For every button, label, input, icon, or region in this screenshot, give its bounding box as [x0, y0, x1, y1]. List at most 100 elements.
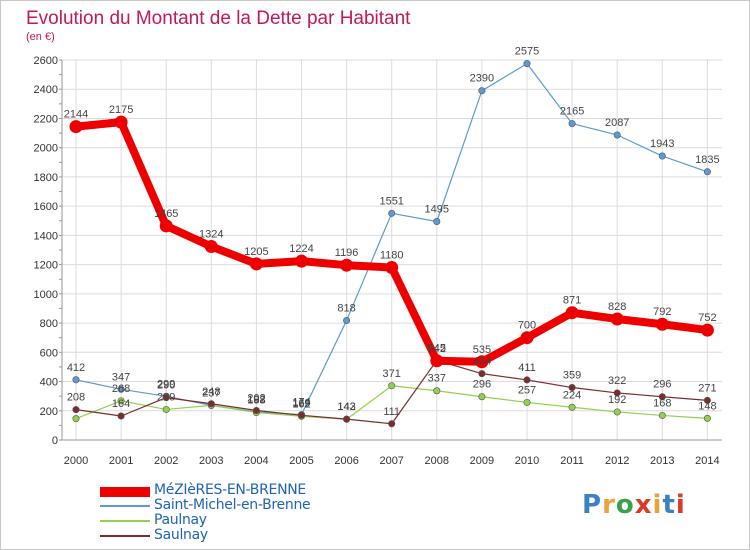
y-tick-label: 0: [52, 435, 58, 447]
series-lines: [69, 60, 714, 428]
data-label: 162: [292, 398, 310, 410]
data-label: 174: [292, 397, 310, 409]
data-label: 2175: [109, 104, 133, 116]
data-label: 1180: [380, 250, 404, 262]
data-label: 192: [608, 394, 626, 406]
data-point: [117, 412, 125, 420]
data-label: 290: [157, 380, 175, 392]
brand-letter: P: [582, 490, 603, 520]
y-tick-label: 1800: [34, 172, 58, 184]
data-point: [72, 415, 80, 423]
data-label: 2144: [64, 109, 88, 121]
data-label: 371: [383, 368, 401, 380]
data-label: 296: [473, 379, 491, 391]
data-point: [340, 258, 354, 272]
data-label: 700: [518, 320, 536, 332]
y-tick-label: 800: [40, 318, 58, 330]
data-label: 1205: [244, 246, 268, 258]
y-tick-label: 2600: [34, 55, 58, 67]
data-point: [613, 389, 621, 397]
legend-label: Saint-Michel-en-Brenne: [154, 497, 311, 513]
y-tick-label: 600: [40, 347, 58, 359]
data-point: [475, 355, 489, 369]
legend-label: Paulnay: [154, 512, 207, 528]
data-label: 224: [563, 389, 581, 401]
data-point: [703, 168, 711, 176]
axes: 0 200 400 600 800 1000 1200 1400 1600 1800 2000 220…: [34, 55, 722, 467]
data-point: [568, 403, 576, 411]
y-tick-label: 1600: [34, 201, 58, 213]
x-tick-label: 2012: [605, 455, 629, 467]
legend-label: MéZIèRES-EN-BRENNE: [154, 482, 306, 498]
data-label: 454: [473, 356, 491, 368]
data-point: [568, 384, 576, 392]
data-label: 411: [518, 362, 536, 374]
data-point: [297, 411, 305, 419]
legend-label: Saulnay: [154, 527, 208, 543]
x-tick-label: 2001: [109, 455, 133, 467]
data-label: 542: [428, 343, 446, 355]
data-point: [613, 131, 621, 139]
data-point: [388, 420, 396, 428]
data-label: 828: [608, 301, 626, 313]
data-point: [478, 370, 486, 378]
data-point: [433, 387, 441, 395]
data-point: [610, 312, 624, 326]
data-label: 1495: [425, 204, 449, 216]
data-point: [700, 323, 714, 337]
data-label: 545: [428, 342, 446, 354]
data-point: [565, 306, 579, 320]
data-point: [523, 376, 531, 384]
x-tick-label: 2014: [695, 455, 719, 467]
data-label: 169: [292, 397, 310, 409]
data-label: 299: [157, 378, 175, 390]
data-labels: 2144 2175 1465 1324 1205 1224 1196 1180 542 535 70…: [64, 46, 720, 418]
x-tick-label: 2013: [650, 455, 674, 467]
data-label: 248: [202, 386, 220, 398]
brand-letter: r: [602, 490, 616, 520]
data-label: 347: [112, 371, 130, 383]
data-point: [388, 382, 396, 390]
data-point: [117, 385, 125, 393]
data-point: [520, 331, 534, 345]
data-label: 1943: [650, 138, 674, 150]
data-label: 237: [202, 387, 220, 399]
data-point: [343, 316, 351, 324]
x-tick-label: 2004: [244, 455, 268, 467]
data-point: [433, 218, 441, 226]
data-point: [658, 411, 666, 419]
data-point: [430, 354, 444, 368]
data-point: [249, 257, 263, 271]
brand-letter: o: [615, 490, 635, 520]
data-label: 792: [653, 306, 671, 318]
data-point: [252, 406, 260, 414]
y-tick-label: 1400: [34, 230, 58, 242]
legend-swatch: [100, 487, 150, 497]
x-tick-label: 2006: [334, 455, 358, 467]
brand-letter: x: [634, 490, 653, 520]
data-point: [568, 120, 576, 128]
y-tick-label: 2400: [34, 84, 58, 96]
data-label: 2165: [560, 106, 584, 118]
data-point: [204, 239, 218, 253]
data-point: [162, 405, 170, 413]
data-point: [658, 152, 666, 160]
data-point: [72, 376, 80, 384]
data-label: 1196: [335, 247, 359, 259]
data-label: 168: [653, 397, 671, 409]
brand-letter: t: [662, 490, 676, 520]
data-label: 192: [247, 394, 265, 406]
data-label: 1324: [199, 228, 223, 240]
data-label: 359: [563, 370, 581, 382]
data-point: [613, 408, 621, 416]
y-tick-label: 2000: [34, 143, 58, 155]
data-point: [295, 254, 308, 268]
data-label: 209: [157, 391, 175, 403]
chart-title: Evolution du Montant de la Dette par Hab…: [26, 8, 411, 29]
x-tick-label: 2003: [199, 455, 223, 467]
data-label: 818: [337, 302, 355, 314]
data-label: 2087: [605, 117, 629, 129]
